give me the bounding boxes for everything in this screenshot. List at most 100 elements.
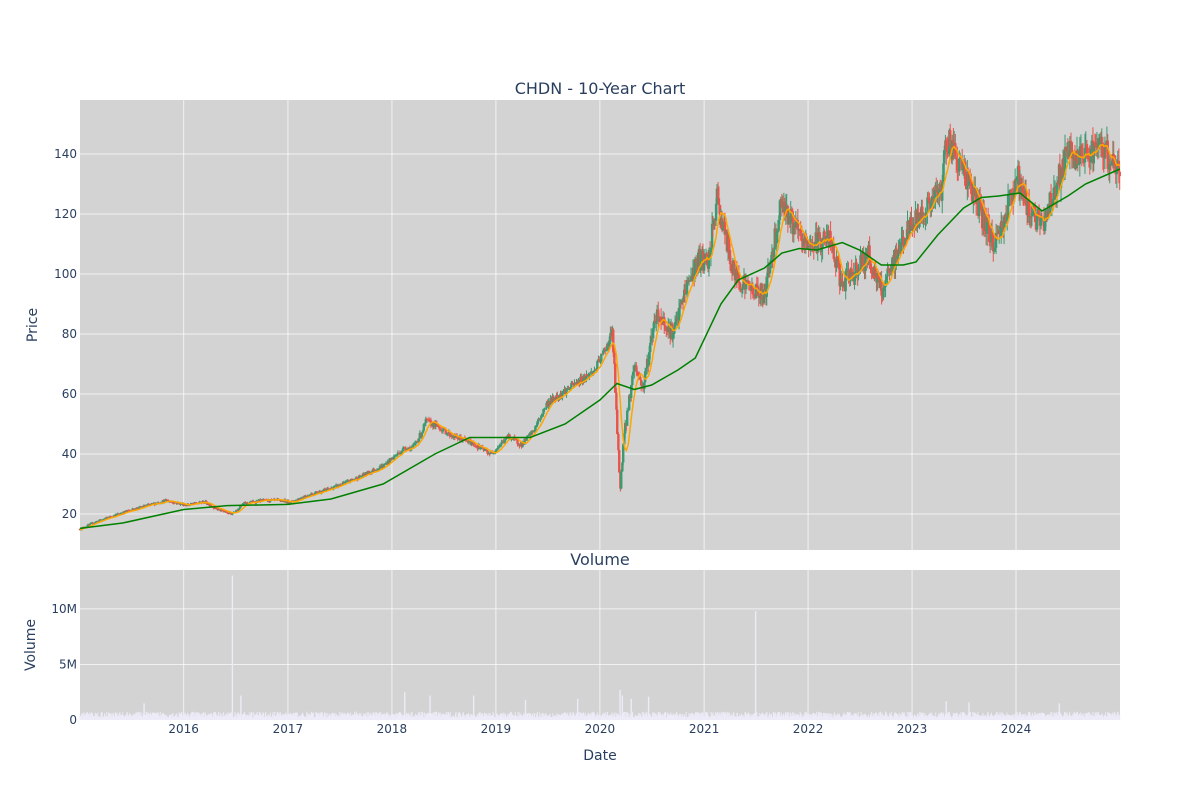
volume-bar [640, 714, 642, 720]
candle-body [884, 280, 887, 288]
volume-bar [753, 716, 755, 720]
volume-bar [804, 711, 806, 720]
volume-bar [298, 716, 300, 720]
volume-bar [751, 714, 753, 720]
volume-bar [615, 717, 617, 720]
candle-body [478, 444, 481, 449]
candle-body [226, 512, 229, 514]
volume-bar [334, 713, 336, 720]
volume-bar [540, 717, 542, 720]
volume-spike-bar [630, 698, 632, 720]
volume-bar [686, 716, 688, 720]
volume-bar [724, 712, 726, 720]
volume-bar [253, 714, 255, 720]
volume-bar [445, 714, 447, 720]
volume-bar [1000, 715, 1002, 720]
volume-bar [1036, 715, 1038, 720]
volume-bar [147, 711, 149, 720]
volume-bar [950, 716, 952, 720]
volume-bar [109, 716, 111, 720]
candle-body [956, 158, 959, 170]
candle-body [988, 221, 991, 242]
volume-bar [220, 717, 222, 720]
candle-body [399, 452, 403, 455]
volume-bar [710, 716, 712, 720]
volume-bar [220, 715, 222, 720]
volume-bar [364, 714, 366, 720]
volume-bar [447, 711, 449, 720]
volume-bar [782, 714, 784, 720]
volume-bar [1106, 715, 1108, 720]
volume-bar [168, 714, 170, 720]
volume-bar [321, 711, 323, 720]
candle-body [1009, 189, 1013, 193]
volume-bar [515, 715, 517, 720]
price-y-tick-label: 40 [62, 447, 77, 461]
volume-bar [781, 716, 783, 720]
volume-bar [449, 712, 451, 720]
volume-bar [453, 717, 455, 720]
candle-body [868, 245, 871, 261]
candle-body [504, 437, 507, 441]
volume-bar [181, 712, 183, 720]
volume-bar [172, 717, 174, 720]
volume-bar [702, 716, 704, 720]
volume-bar [527, 717, 529, 720]
volume-bar [338, 717, 340, 720]
volume-bar [856, 714, 858, 720]
volume-bar [654, 713, 656, 720]
volume-bar [192, 711, 194, 720]
volume-bar [1063, 714, 1065, 720]
volume-y-tick-label: 10M [51, 602, 77, 616]
volume-bar [513, 715, 515, 720]
volume-bar [915, 716, 917, 720]
volume-bar [125, 716, 127, 720]
volume-bar [227, 714, 229, 720]
volume-bar [177, 717, 179, 720]
volume-bar [759, 713, 761, 720]
volume-bar [393, 714, 395, 720]
volume-bar [441, 714, 443, 720]
candle-body [1030, 212, 1034, 217]
volume-bar [1009, 715, 1011, 720]
volume-bar [799, 717, 801, 720]
candle-body [659, 316, 663, 323]
volume-bar [786, 714, 788, 720]
candle-body [665, 327, 668, 332]
volume-bar [164, 714, 166, 720]
candle-body [838, 263, 841, 287]
volume-bar [359, 712, 361, 720]
volume-bar [197, 714, 199, 720]
volume-bar [711, 715, 713, 720]
candle-body [716, 188, 720, 199]
volume-bar [704, 717, 706, 720]
volume-bar [367, 712, 369, 720]
volume-bar [567, 715, 569, 720]
volume-bar [1102, 714, 1104, 720]
volume-bar [859, 716, 861, 720]
volume-bar [517, 716, 519, 720]
volume-bar [897, 714, 899, 720]
volume-bar [882, 715, 884, 720]
volume-bar [122, 712, 124, 720]
price-chart-title: CHDN - 10-Year Chart [515, 79, 686, 98]
volume-bar [625, 712, 627, 720]
volume-bar [792, 712, 794, 720]
candle-body [631, 371, 635, 376]
volume-bar [380, 714, 382, 720]
volume-bar [1003, 715, 1005, 720]
volume-bar [122, 715, 124, 720]
volume-bar [531, 715, 533, 720]
candle-body [1063, 147, 1067, 176]
volume-bar [596, 716, 598, 720]
volume-bar [380, 711, 382, 720]
candle-body [1039, 216, 1043, 226]
candle-body [1000, 221, 1003, 236]
volume-bar [846, 711, 848, 720]
volume-bar [892, 717, 894, 720]
volume-bar [879, 717, 881, 720]
volume-bar [523, 715, 525, 720]
volume-bar [1091, 716, 1093, 720]
volume-bar [188, 717, 190, 720]
candle-body [655, 321, 658, 324]
